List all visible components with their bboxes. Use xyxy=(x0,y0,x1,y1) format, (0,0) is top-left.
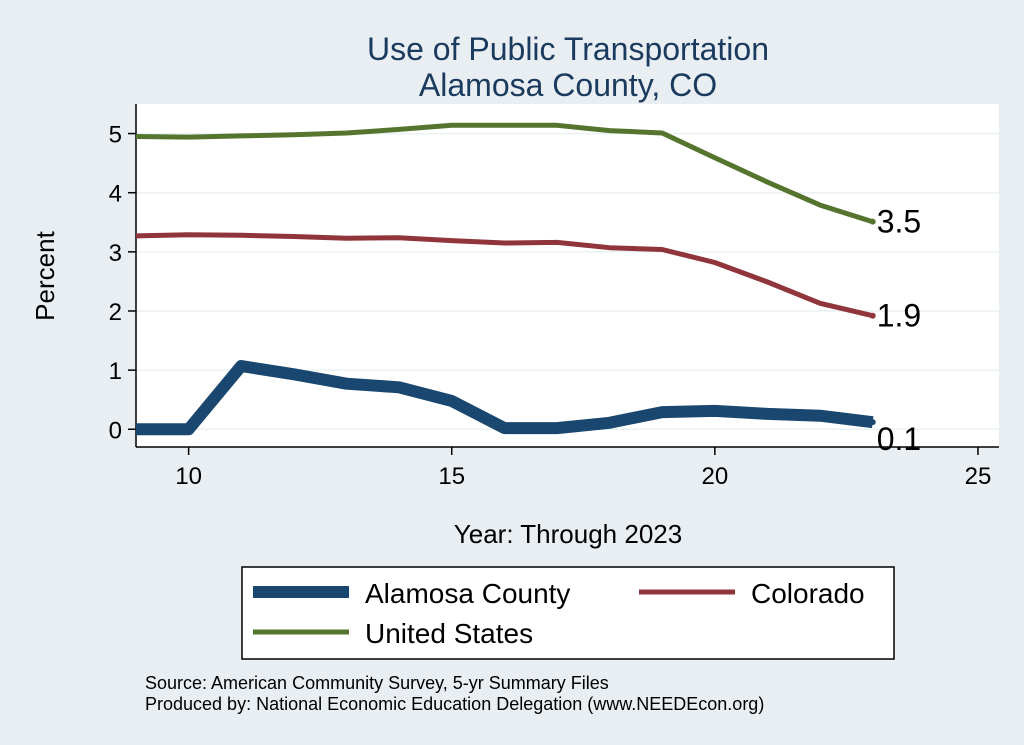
legend-label-colorado: Colorado xyxy=(751,578,865,609)
producer-note: Produced by: National Economic Education… xyxy=(145,694,764,714)
series-end-marker-alamosa-county xyxy=(869,419,876,426)
legend-box xyxy=(241,566,895,660)
end-labels: 0.1 1.9 3.5 xyxy=(877,204,921,457)
y-tick-label-3: 3 xyxy=(109,240,122,267)
x-tick-label-10: 10 xyxy=(175,463,202,490)
y-tick-label-4: 4 xyxy=(109,181,122,208)
x-tick-label-15: 15 xyxy=(438,463,465,490)
chart-title-line-1: Use of Public Transportation xyxy=(367,31,769,67)
legend-label-united-states: United States xyxy=(365,618,533,649)
y-axis-ticks: 0 1 2 3 4 5 xyxy=(109,122,136,444)
series-line-united-states xyxy=(135,122,874,225)
y-axis-title: Percent xyxy=(30,230,60,320)
x-axis-ticks: 10 15 20 25 xyxy=(175,447,991,490)
x-tick-label-20: 20 xyxy=(701,463,728,490)
end-label-alamosa-county: 0.1 xyxy=(877,421,921,457)
source-note: Source: American Community Survey, 5-yr … xyxy=(145,673,609,693)
series-end-marker-colorado xyxy=(869,312,876,319)
x-tick-label-25: 25 xyxy=(965,463,992,490)
y-tick-label-1: 1 xyxy=(109,358,122,385)
x-axis-title: Year: Through 2023 xyxy=(454,519,682,549)
plot-area xyxy=(136,104,999,447)
y-tick-label-5: 5 xyxy=(109,122,122,149)
series-end-marker-united-states xyxy=(869,218,876,225)
series-lines xyxy=(135,122,876,436)
legend: Alamosa County Colorado United States xyxy=(241,566,895,660)
chart-title-line-2: Alamosa County, CO xyxy=(419,67,717,103)
legend-label-alamosa-county: Alamosa County xyxy=(365,578,570,609)
end-label-united-states: 3.5 xyxy=(877,204,921,240)
y-tick-label-2: 2 xyxy=(109,299,122,326)
y-tick-label-0: 0 xyxy=(109,417,122,444)
end-label-colorado: 1.9 xyxy=(877,298,921,334)
series-line-colorado xyxy=(135,232,874,319)
series-line-alamosa-county xyxy=(136,360,874,436)
